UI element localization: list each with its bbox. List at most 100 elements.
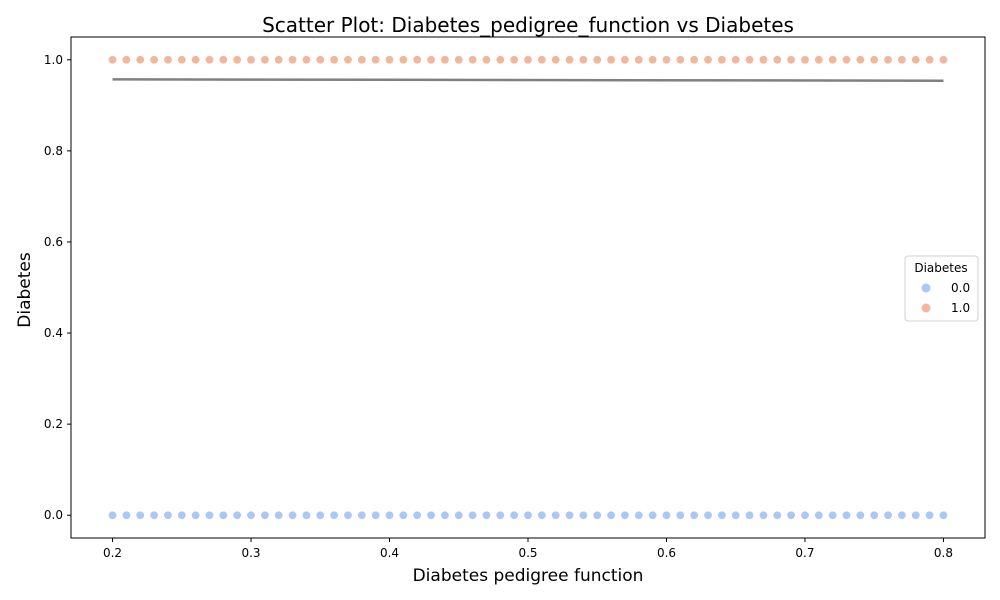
data-point-series-0: [246, 510, 256, 520]
data-point-series-0: [883, 510, 893, 520]
data-point-series-1: [204, 55, 215, 65]
data-point-series-1: [675, 55, 686, 65]
x-axis-label: Diabetes pedigree function: [413, 566, 644, 586]
x-tick-label: 0.5: [518, 546, 537, 560]
data-point-series-0: [800, 510, 810, 520]
data-point-series-0: [675, 510, 686, 520]
data-point-series-1: [744, 55, 755, 65]
plot-area-frame: [70, 36, 986, 539]
data-point-series-0: [190, 510, 201, 520]
data-point-series-0: [454, 510, 464, 520]
data-point-series-0: [897, 510, 907, 520]
data-point-series-0: [343, 510, 353, 520]
data-point-series-1: [509, 55, 519, 65]
data-point-series-0: [744, 510, 755, 520]
data-point-series-1: [135, 55, 145, 65]
data-point-series-0: [121, 510, 132, 520]
data-point-series-1: [938, 55, 949, 65]
trend-line-group: [112, 78, 944, 82]
data-points: [107, 55, 949, 520]
y-tick-label: 0.0: [44, 508, 63, 522]
data-point-series-0: [647, 510, 658, 520]
data-point-series-1: [218, 55, 229, 65]
x-tick-label: 0.2: [103, 546, 122, 560]
x-tick-label: 0.8: [934, 546, 953, 560]
data-point-series-0: [661, 510, 672, 520]
data-point-series-0: [232, 510, 242, 520]
data-point-series-1: [883, 55, 893, 65]
data-point-series-1: [814, 55, 824, 65]
data-point-series-0: [204, 510, 215, 520]
data-point-series-1: [121, 55, 132, 65]
data-point-series-0: [537, 510, 547, 520]
chart-title: Scatter Plot: Diabetes_pedigree_function…: [262, 13, 794, 37]
y-tick-label: 0.8: [44, 144, 63, 158]
data-point-series-1: [564, 55, 575, 65]
data-point-series-1: [911, 55, 921, 65]
legend-marker-0: [921, 283, 931, 293]
data-point-series-0: [135, 510, 145, 520]
data-point-series-0: [481, 510, 492, 520]
data-point-series-1: [260, 55, 270, 65]
data-point-series-1: [495, 55, 506, 65]
data-point-series-0: [107, 510, 118, 520]
data-point-series-0: [495, 510, 506, 520]
y-tick-label: 0.4: [44, 326, 63, 340]
data-point-series-0: [634, 510, 644, 520]
data-point-series-0: [758, 510, 769, 520]
data-point-series-0: [841, 510, 852, 520]
data-point-series-1: [703, 55, 713, 65]
data-point-series-0: [398, 510, 409, 520]
data-point-series-1: [578, 55, 589, 65]
data-point-series-0: [869, 510, 879, 520]
data-point-series-1: [315, 55, 325, 65]
data-point-series-0: [440, 510, 450, 520]
x-tick-label: 0.3: [241, 546, 260, 560]
data-point-series-1: [357, 55, 367, 65]
y-tick-label: 1.0: [44, 53, 63, 67]
y-axis-label: Diabetes: [15, 252, 35, 328]
legend-title: Diabetes: [914, 261, 967, 275]
data-point-series-0: [814, 510, 824, 520]
data-point-series-1: [274, 55, 284, 65]
data-point-series-0: [938, 510, 949, 520]
data-point-series-0: [564, 510, 575, 520]
data-point-series-0: [177, 510, 187, 520]
data-point-series-1: [841, 55, 852, 65]
data-point-series-1: [800, 55, 810, 65]
legend: Diabetes 0.0 1.0: [904, 255, 979, 322]
data-point-series-1: [758, 55, 769, 65]
data-point-series-1: [592, 55, 602, 65]
data-point-series-1: [329, 55, 339, 65]
data-point-series-0: [703, 510, 713, 520]
data-point-series-0: [149, 510, 159, 520]
data-point-series-0: [509, 510, 519, 520]
data-point-series-1: [924, 55, 935, 65]
data-point-series-1: [689, 55, 699, 65]
x-axis: 0.2 0.3 0.4 0.5 0.6 0.7 0.8: [103, 538, 953, 560]
data-point-series-1: [550, 55, 561, 65]
data-point-series-1: [454, 55, 464, 65]
data-point-series-0: [163, 510, 173, 520]
data-point-series-0: [731, 510, 741, 520]
data-point-series-0: [467, 510, 478, 520]
data-point-series-1: [537, 55, 547, 65]
data-point-series-1: [107, 55, 118, 65]
data-point-series-1: [149, 55, 159, 65]
data-point-series-1: [634, 55, 644, 65]
data-point-series-1: [343, 55, 353, 65]
data-point-series-1: [897, 55, 907, 65]
data-point-series-0: [827, 510, 838, 520]
data-point-series-1: [177, 55, 187, 65]
data-point-series-0: [315, 510, 325, 520]
y-tick-label: 0.2: [44, 417, 63, 431]
data-point-series-0: [550, 510, 561, 520]
data-point-series-0: [412, 510, 422, 520]
data-point-series-0: [606, 510, 616, 520]
data-point-series-0: [924, 510, 935, 520]
data-point-series-0: [274, 510, 284, 520]
data-point-series-1: [190, 55, 201, 65]
data-point-series-0: [218, 510, 229, 520]
data-point-series-1: [467, 55, 478, 65]
data-point-series-1: [426, 55, 436, 65]
